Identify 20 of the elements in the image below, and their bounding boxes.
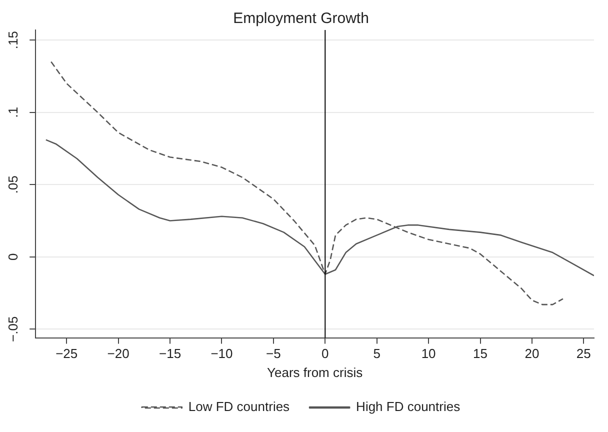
- y-tick-label: .15: [5, 31, 20, 50]
- x-tick-label: −15: [159, 346, 182, 362]
- x-tick-label: −10: [210, 346, 233, 362]
- y-tick-label: −.05: [5, 316, 20, 342]
- x-tick-label: −20: [107, 346, 130, 362]
- x-tick-label: 25: [576, 346, 591, 362]
- x-tick-label: 20: [524, 346, 540, 362]
- chart-title: Employment Growth: [233, 10, 369, 28]
- legend-label: High FD countries: [356, 399, 461, 414]
- x-tick-label: −25: [56, 346, 78, 362]
- x-axis-title: Years from crisis: [266, 364, 364, 380]
- legend-label: Low FD countries: [188, 399, 290, 414]
- y-tick-label: .1: [5, 106, 20, 118]
- y-tick-label: 0: [5, 253, 20, 260]
- y-tick-label: .05: [5, 176, 20, 194]
- x-tick-label: 10: [421, 346, 436, 362]
- x-tick-label: 5: [373, 346, 380, 362]
- x-tick-label: −5: [266, 346, 281, 362]
- x-tick-label: 15: [473, 346, 488, 362]
- x-tick-label: 0: [322, 346, 329, 362]
